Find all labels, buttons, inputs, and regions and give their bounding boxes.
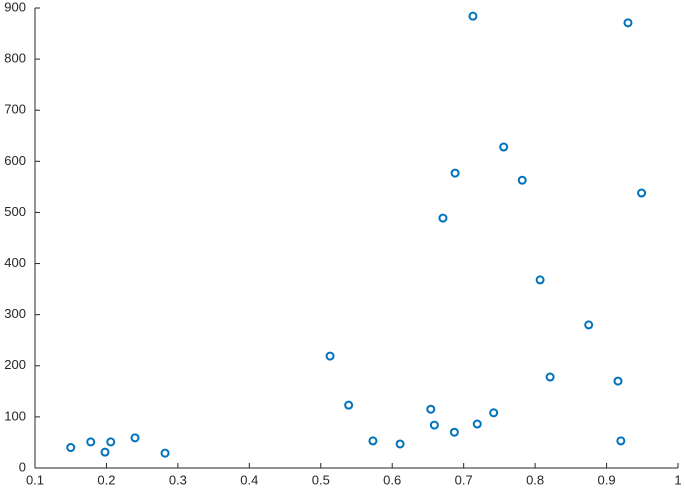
x-tick-label: 0.3: [169, 472, 187, 487]
x-tick-label: 0.1: [26, 472, 44, 487]
point: [438, 213, 448, 223]
y-tick-label: 100: [4, 408, 26, 423]
point: [426, 404, 436, 414]
point: [616, 436, 626, 446]
x-tick-label: 0.6: [383, 472, 401, 487]
point: [66, 443, 76, 453]
point: [160, 448, 170, 458]
point: [613, 376, 623, 386]
point: [517, 175, 527, 185]
point: [499, 142, 509, 152]
point: [450, 168, 460, 178]
y-tick-label: 900: [4, 0, 26, 14]
point: [468, 11, 478, 21]
x-tick-label: 1: [674, 472, 681, 487]
point: [344, 400, 354, 410]
y-tick-label: 200: [4, 357, 26, 372]
x-tick-label: 0.4: [240, 472, 258, 487]
point: [623, 18, 633, 28]
x-tick-label: 0.9: [598, 472, 616, 487]
y-tick-label: 600: [4, 153, 26, 168]
point: [472, 419, 482, 429]
x-tick-label: 0.5: [312, 472, 330, 487]
point: [535, 275, 545, 285]
x-tick-label: 0.8: [526, 472, 544, 487]
point: [545, 372, 555, 382]
y-tick-label: 300: [4, 306, 26, 321]
point: [637, 188, 647, 198]
point: [489, 408, 499, 418]
point: [429, 420, 439, 430]
y-tick-label: 700: [4, 102, 26, 117]
y-tick-label: 400: [4, 255, 26, 270]
point: [100, 447, 110, 457]
y-tick-label: 0: [19, 459, 26, 474]
point: [584, 320, 594, 330]
point: [368, 436, 378, 446]
point: [449, 427, 459, 437]
point: [395, 439, 405, 449]
point: [325, 351, 335, 361]
point: [106, 437, 116, 447]
point: [86, 437, 96, 447]
y-tick-label: 800: [4, 51, 26, 66]
x-tick-label: 0.7: [455, 472, 473, 487]
point: [130, 433, 140, 443]
y-tick-label: 500: [4, 204, 26, 219]
x-tick-label: 0.2: [97, 472, 115, 487]
